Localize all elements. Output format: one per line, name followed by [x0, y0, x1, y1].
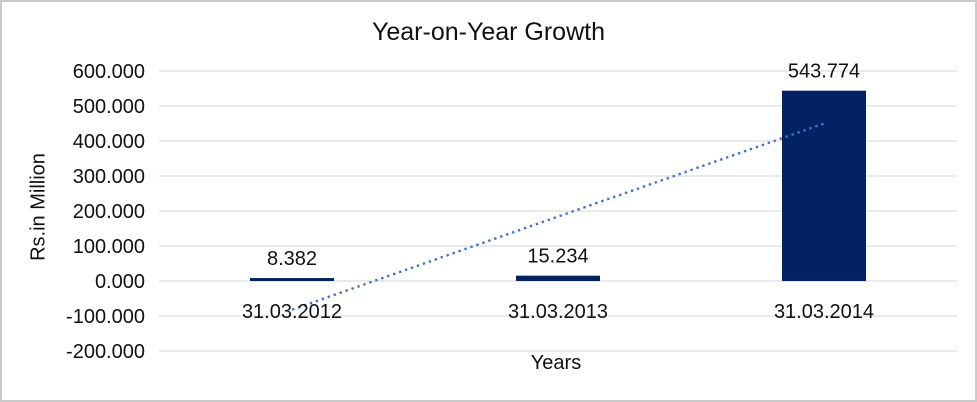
x-axis-title: Years	[530, 352, 582, 374]
chart-title: Year-on-Year Growth	[371, 18, 605, 46]
y-axis-tick-label: -200.000	[66, 341, 145, 363]
y-axis-tick-label: 600.000	[73, 61, 145, 83]
y-axis-tick-label: 100.000	[73, 236, 145, 258]
bar	[516, 275, 600, 281]
bar	[782, 90, 866, 281]
bar-data-label: 15.234	[527, 246, 588, 268]
bar	[250, 278, 334, 281]
y-axis-tick-label: 300.000	[73, 166, 145, 188]
x-axis-tick-label: 31.03.2012	[242, 301, 342, 323]
y-axis-tick-label: 400.000	[73, 131, 145, 153]
trendline	[291, 122, 825, 311]
y-axis-tick-label: -100.000	[66, 306, 145, 328]
x-axis-tick-label: 31.03.2013	[508, 301, 608, 323]
y-axis-tick-label: 200.000	[73, 201, 145, 223]
bar-data-label: 543.774	[788, 61, 860, 83]
x-axis-tick-label: 31.03.2014	[774, 301, 874, 323]
bar-data-label: 8.382	[267, 248, 317, 270]
y-axis-tick-label: 500.000	[73, 96, 145, 118]
y-axis-tick-label: 0.000	[95, 271, 145, 293]
